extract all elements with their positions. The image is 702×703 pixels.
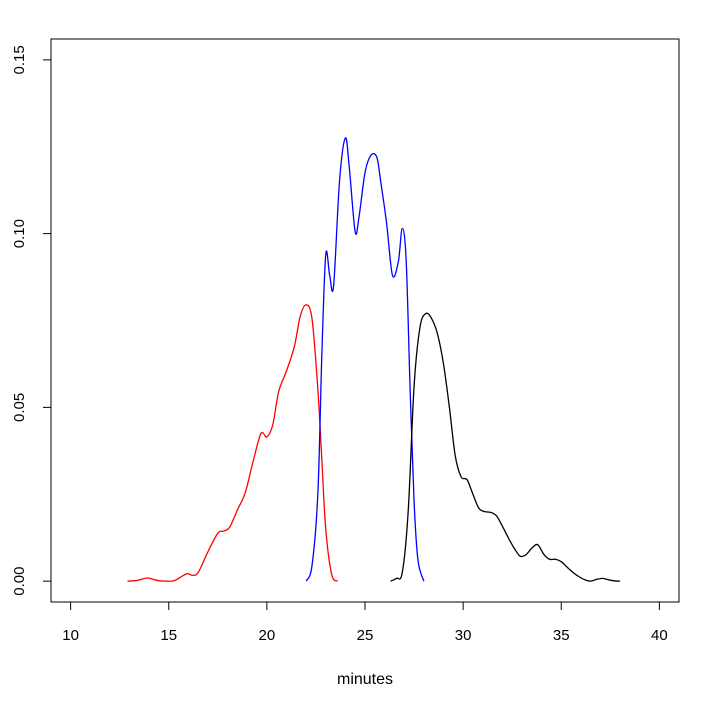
x-tick-label: 30 <box>455 627 472 644</box>
series-layer <box>127 137 621 582</box>
x-tick-label: 25 <box>357 627 374 644</box>
density-line-2 <box>305 137 425 582</box>
plot-box <box>50 38 680 603</box>
x-tick-label: 15 <box>160 627 177 644</box>
density-line-3 <box>390 312 621 582</box>
x-tick-label: 35 <box>553 627 570 644</box>
y-tick-label: 0.05 <box>11 393 28 422</box>
x-tick-label: 10 <box>62 627 79 644</box>
x-axis-title: minutes <box>337 671 393 688</box>
x-tick-label: 40 <box>651 627 668 644</box>
y-tick-label: 0.00 <box>11 567 28 596</box>
y-tick-label: 0.15 <box>11 45 28 74</box>
x-axis: 10 15 20 25 30 35 40 <box>62 601 668 644</box>
x-tick-label: 20 <box>259 627 276 644</box>
y-tick-label: 0.10 <box>11 219 28 248</box>
density-line-1 <box>127 304 339 582</box>
y-axis: 0.00 0.05 0.10 0.15 <box>11 45 52 596</box>
